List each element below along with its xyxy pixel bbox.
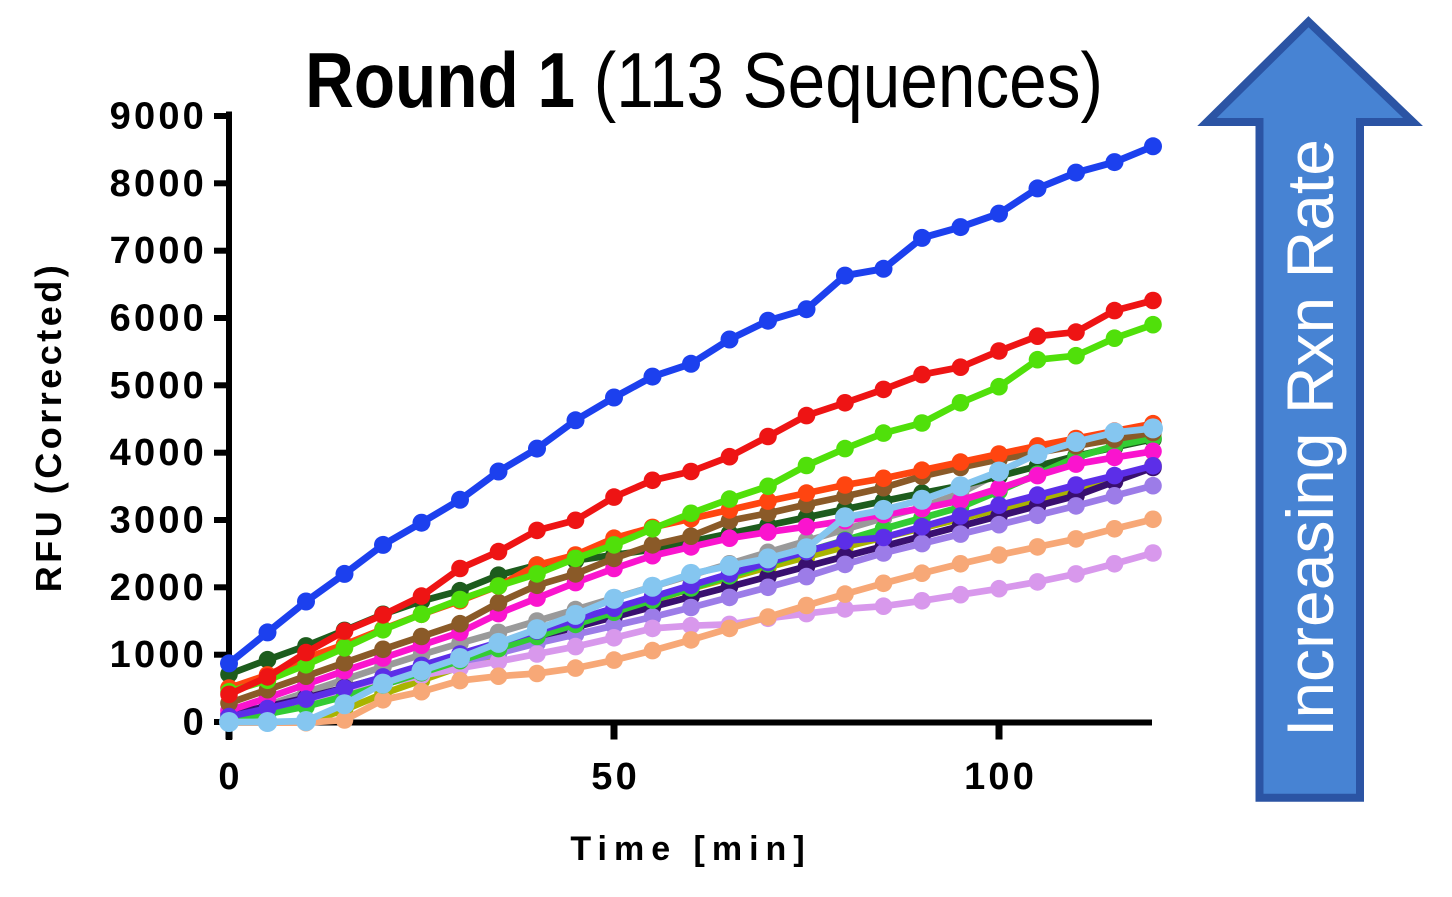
svg-text:3000: 3000 (110, 500, 207, 542)
svg-text:6000: 6000 (110, 298, 207, 340)
svg-text:2000: 2000 (110, 567, 207, 609)
svg-text:100: 100 (964, 756, 1037, 798)
svg-text:7000: 7000 (110, 230, 207, 272)
svg-text:RFU (Corrected): RFU (Corrected) (28, 262, 69, 593)
svg-text:1000: 1000 (110, 634, 207, 676)
svg-text:Increasing Rxn Rate: Increasing Rxn Rate (1273, 139, 1347, 737)
svg-text:50: 50 (591, 756, 640, 798)
svg-text:9000: 9000 (110, 96, 207, 138)
svg-text:0: 0 (218, 756, 242, 798)
svg-text:4000: 4000 (110, 432, 207, 474)
svg-text:Round 1 (113 Sequences): Round 1 (113 Sequences) (305, 37, 1103, 124)
svg-text:8000: 8000 (110, 163, 207, 205)
svg-text:5000: 5000 (110, 365, 207, 407)
svg-text:0: 0 (183, 702, 207, 744)
svg-text:Time [min]: Time [min] (570, 830, 811, 868)
